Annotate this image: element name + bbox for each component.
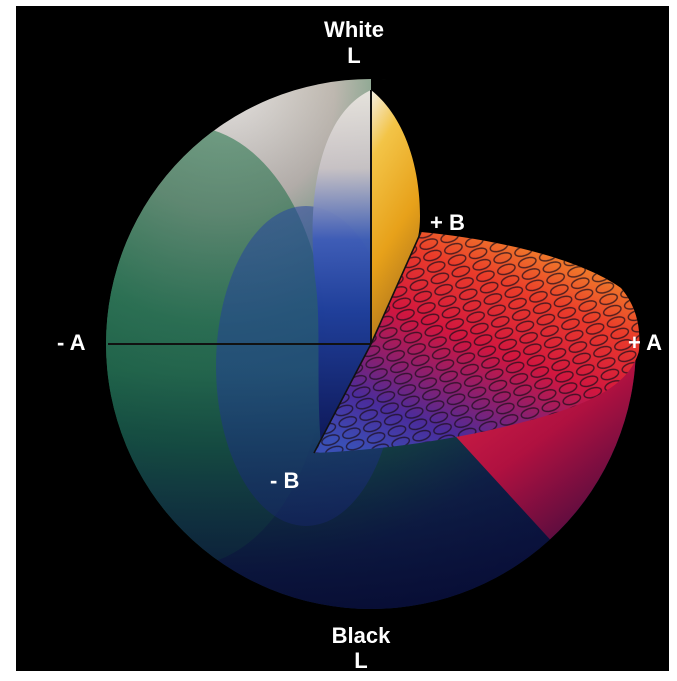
horizontal-grid-disc: [314, 232, 640, 453]
white-label: White: [324, 17, 384, 42]
b-axis-line: [313, 343, 372, 454]
minus-b-label: - B: [270, 468, 300, 493]
axes: [108, 90, 422, 454]
black-label: Black: [331, 623, 391, 648]
minus-a-label: - A: [57, 330, 86, 355]
yellow-wedge-face: [371, 90, 420, 344]
l-axis-bottom-label: L: [354, 648, 368, 672]
plus-a-label: + A: [628, 330, 663, 355]
diagram-frame: White L + B - A + A - B Black L: [16, 6, 669, 671]
inner-cut-face: [312, 90, 371, 446]
plus-b-label: + B: [430, 210, 465, 235]
l-axis-top-label: L: [347, 43, 361, 68]
lab-color-sphere: [106, 78, 641, 609]
b-axis-line-plus: [370, 231, 422, 345]
